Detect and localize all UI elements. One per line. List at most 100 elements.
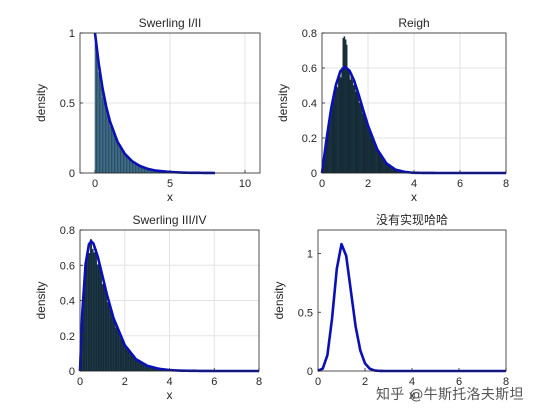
y-axis-label: density xyxy=(34,281,48,319)
x-tick-label: 4 xyxy=(166,376,172,388)
y-tick-label: 0 xyxy=(69,366,75,378)
histogram-bar xyxy=(121,151,124,174)
x-tick-label: 8 xyxy=(503,178,509,190)
histogram-bar xyxy=(118,332,121,372)
x-axis-label: x xyxy=(411,190,417,204)
histogram-bar xyxy=(113,319,116,372)
histogram-bar xyxy=(100,84,103,174)
x-tick-label: 0 xyxy=(92,178,98,190)
histogram-bar xyxy=(110,312,113,372)
histogram-bar xyxy=(130,161,133,174)
x-tick-label: 6 xyxy=(211,376,217,388)
x-axis-label: x xyxy=(409,388,415,402)
histogram-bar xyxy=(96,50,99,174)
histogram-bar xyxy=(105,109,108,174)
histogram-bar xyxy=(111,128,114,174)
histogram-bar xyxy=(86,254,89,372)
histogram-bar xyxy=(103,283,106,372)
y-tick-label: 0.6 xyxy=(60,260,75,272)
x-tick-label: 6 xyxy=(457,178,463,190)
histogram-bar xyxy=(127,157,130,174)
subplot-2: 0 2 4 6 8 0 0.2 0.4 0.6 0.8 x density Reigh xyxy=(276,16,509,204)
histogram-bar xyxy=(96,264,99,372)
subplot-4: 0 2 4 6 8 0 0.5 1 x density 没有实现哈哈 xyxy=(272,212,509,402)
histogram-bar xyxy=(108,301,111,372)
histogram-bar xyxy=(109,126,112,174)
plot-area xyxy=(318,230,506,371)
y-tick-label: 1 xyxy=(69,28,75,40)
histogram-bar xyxy=(106,115,109,174)
x-axis-label: x xyxy=(167,388,173,402)
chart-title: Swerling III/IV xyxy=(132,213,206,227)
y-axis-label: density xyxy=(276,84,290,122)
histogram-bar xyxy=(118,147,121,174)
histogram-bar xyxy=(135,164,138,174)
histogram-bar xyxy=(112,131,115,174)
y-tick-label: 0 xyxy=(311,168,317,180)
x-tick-label: 2 xyxy=(362,376,368,388)
y-tick-label: 0.2 xyxy=(302,133,317,145)
y-tick-label: 0.5 xyxy=(298,307,313,319)
histogram-bar xyxy=(124,154,127,174)
y-axis-label: density xyxy=(272,281,286,319)
histogram-bar xyxy=(115,327,118,372)
histogram-bar xyxy=(88,253,91,372)
y-tick-label: 0.4 xyxy=(302,98,317,110)
histogram-bar xyxy=(93,252,96,372)
y-tick-label: 0.8 xyxy=(302,28,317,40)
subplot-3: 0 2 4 6 8 0 0.2 0.4 0.6 0.8 x density Swerling III/I… xyxy=(34,213,262,402)
histogram-bar xyxy=(116,328,119,372)
histogram-bar xyxy=(94,43,97,174)
y-tick-label: 1 xyxy=(307,249,313,261)
y-axis-label: density xyxy=(34,84,48,122)
x-tick-label: 10 xyxy=(239,178,251,190)
histogram-bar xyxy=(99,73,102,174)
histogram-bar xyxy=(138,361,141,372)
subplot-1: 0 5 10 0 0.5 1 x density Swerling I/II xyxy=(34,16,261,204)
histogram-bar xyxy=(130,353,133,372)
histogram-bar xyxy=(102,97,105,174)
x-tick-label: 4 xyxy=(411,178,417,190)
chart-title: Reigh xyxy=(398,16,429,30)
histogram-bar xyxy=(103,97,106,174)
histogram-bar xyxy=(126,348,129,372)
histogram-bar xyxy=(114,138,117,174)
histogram-bar xyxy=(120,338,123,372)
x-axis-label: x xyxy=(167,190,173,204)
x-tick-label: 0 xyxy=(77,376,83,388)
histogram-bar xyxy=(125,348,128,372)
histogram-bar xyxy=(98,265,101,372)
y-tick-label: 0.6 xyxy=(302,63,317,75)
y-tick-label: 0 xyxy=(69,168,75,180)
y-tick-label: 0.4 xyxy=(60,296,75,308)
histogram-bar xyxy=(117,143,120,174)
chart-title: 没有实现哈哈 xyxy=(376,212,448,227)
histogram-bar xyxy=(89,239,92,372)
x-tick-label: 8 xyxy=(256,376,262,388)
chart-title: Swerling I/II xyxy=(139,16,202,30)
histogram-bar xyxy=(99,269,102,372)
histogram-bar xyxy=(91,248,94,372)
histogram-bar xyxy=(128,352,131,372)
histogram-bar xyxy=(101,284,104,372)
histogram-bar xyxy=(126,157,129,174)
histogram-bar xyxy=(133,358,136,372)
histogram-bar xyxy=(123,153,126,174)
histogram-bar xyxy=(108,117,111,174)
y-tick-label: 0.8 xyxy=(60,225,75,237)
histogram-bar xyxy=(104,292,108,372)
y-tick-label: 0 xyxy=(307,366,313,378)
histogram-bar xyxy=(106,302,109,372)
histogram-bar xyxy=(115,139,118,174)
y-tick-label: 0.2 xyxy=(60,331,75,343)
histogram-bar xyxy=(97,72,100,174)
x-tick-label: 5 xyxy=(167,178,173,190)
x-tick-label: 4 xyxy=(409,376,415,388)
y-tick-label: 0.5 xyxy=(60,98,75,110)
x-tick-label: 2 xyxy=(122,376,128,388)
x-tick-label: 6 xyxy=(456,376,462,388)
x-tick-label: 8 xyxy=(503,376,509,388)
histogram-bar xyxy=(94,248,97,372)
x-tick-label: 0 xyxy=(319,178,325,190)
